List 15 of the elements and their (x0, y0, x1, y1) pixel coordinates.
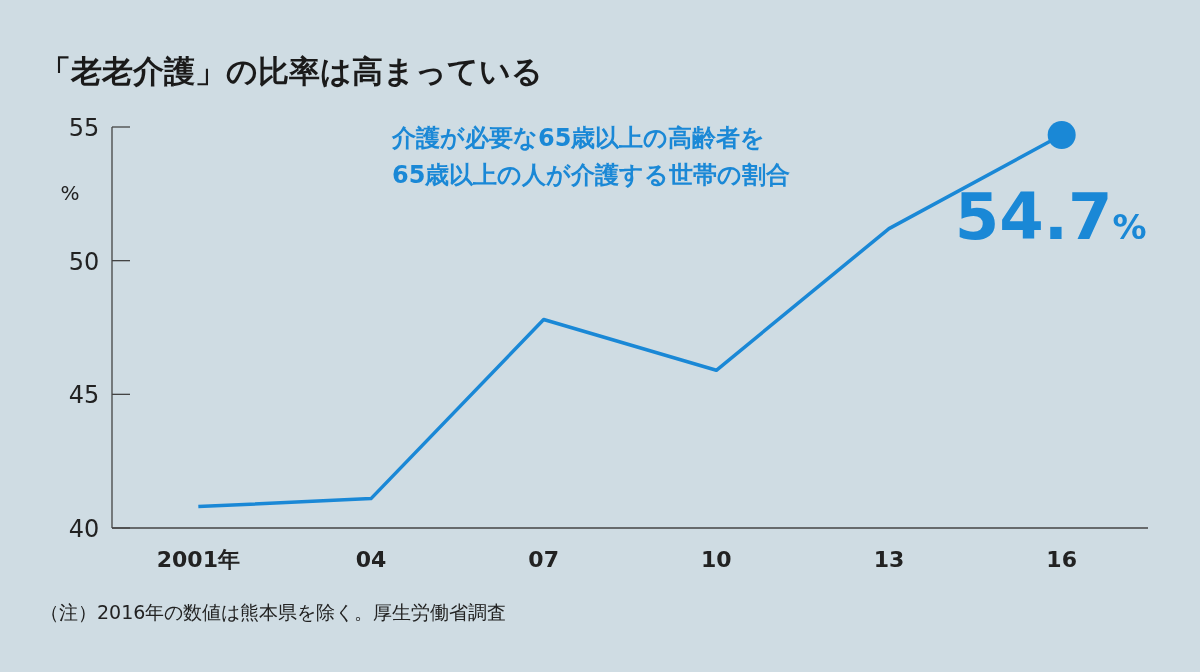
y-axis-title: % (60, 181, 80, 205)
y-tick-label: 40 (68, 515, 100, 543)
x-tick-label: 10 (701, 547, 732, 572)
x-tick-label: 13 (873, 547, 905, 572)
annotation: 54.7% (954, 180, 1147, 255)
x-tick-label: 16 (1046, 547, 1077, 572)
chart-title: 「老老介護」の比率は高まっている (40, 53, 543, 89)
y-tick-label: 45 (68, 381, 100, 410)
y-tick-label: 55 (68, 114, 100, 142)
x-tick-label: 04 (355, 547, 387, 572)
x-tick-label: 07 (528, 547, 559, 572)
text: （注）2016年の数値は熊本県を除く。厚生労働省調査 (40, 601, 507, 623)
x-tick-label: 2001年 (156, 547, 240, 572)
y-tick-label: 50 (68, 247, 100, 276)
text: 介護が必要な65歳以上の高齢者を 65歳以上の人が介護する世帯の割合 (391, 124, 791, 189)
